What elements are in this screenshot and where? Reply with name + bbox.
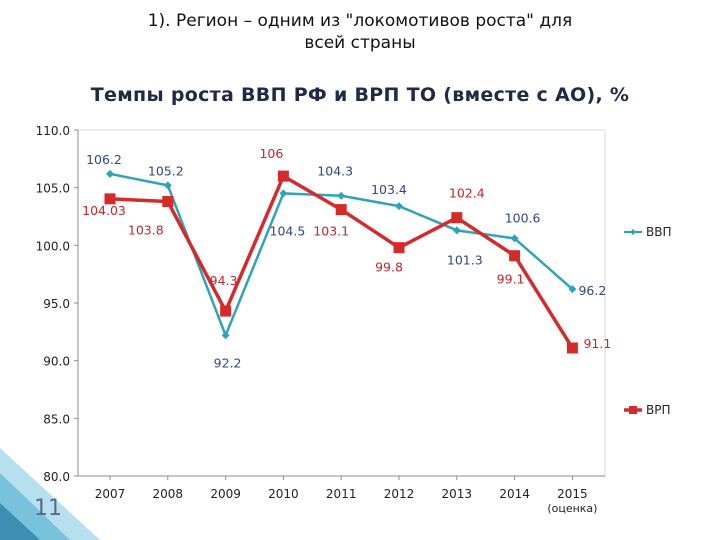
data-label-ВВП-2010: 104.5 — [270, 223, 306, 238]
data-point-ВВП-2015 — [568, 285, 577, 294]
data-label-ВВП-2011: 104.3 — [317, 164, 353, 179]
data-point-ВВП-2013 — [452, 226, 461, 235]
y-tick-label: 100.0 — [36, 239, 70, 253]
data-point-ВВП-2008 — [163, 181, 172, 190]
corner-decoration — [0, 448, 100, 540]
data-label-ВРП-2012: 99.8 — [375, 260, 403, 275]
data-point-ВРП-2009 — [220, 305, 232, 317]
data-label-ВРП-2014: 99.1 — [497, 272, 525, 287]
data-label-ВВП-2014: 100.6 — [505, 210, 541, 225]
data-label-ВВП-2012: 103.4 — [371, 182, 407, 197]
data-point-ВВП-2014 — [510, 234, 519, 243]
y-tick-label: 105.0 — [36, 182, 70, 196]
data-label-ВРП-2010: 106 — [259, 146, 283, 161]
data-point-ВРП-2015 — [566, 342, 578, 354]
legend-marker-ВВП — [630, 229, 636, 235]
y-tick-label: 95.0 — [43, 297, 70, 311]
x-tick-label: 2013 — [442, 487, 473, 501]
data-label-ВРП-2009: 94.3 — [210, 273, 238, 288]
data-label-ВРП-2008: 103.8 — [128, 223, 164, 238]
data-point-ВРП-2012 — [393, 242, 405, 254]
y-tick-label: 80.0 — [43, 470, 70, 484]
data-point-ВВП-2007 — [106, 169, 114, 178]
data-point-ВВП-2012 — [395, 202, 403, 211]
x-tick-label: 2011 — [326, 487, 357, 501]
data-point-ВРП-2011 — [335, 204, 347, 216]
legend-marker-ВРП — [629, 406, 637, 414]
x-tick-label: 2007 — [95, 487, 126, 501]
data-point-ВВП-2010 — [279, 189, 288, 198]
x-tick-note: (оценка) — [547, 502, 597, 515]
data-label-ВРП-2013: 102.4 — [449, 186, 485, 201]
data-label-ВРП-2015: 91.1 — [583, 336, 611, 351]
slide-number: 11 — [34, 496, 62, 521]
x-tick-label: 2012 — [384, 487, 415, 501]
data-point-ВРП-2008 — [162, 196, 174, 208]
y-tick-label: 90.0 — [43, 355, 70, 369]
y-tick-label: 110.0 — [36, 124, 70, 138]
legend-label-ВВП: ВВП — [646, 225, 672, 239]
series-lines — [104, 169, 578, 354]
slide-heading: 1). Регион – одним из "локомотивов роста… — [0, 10, 720, 54]
data-label-ВВП-2015: 96.2 — [578, 283, 606, 298]
x-tick-label: 2015 — [557, 487, 588, 501]
data-point-ВРП-2007 — [104, 193, 116, 205]
data-label-ВВП-2007: 106.2 — [86, 152, 122, 167]
data-point-ВРП-2013 — [451, 212, 463, 224]
data-point-ВВП-2009 — [221, 331, 230, 340]
data-point-ВВП-2011 — [337, 191, 346, 200]
data-label-ВВП-2008: 105.2 — [148, 163, 184, 178]
heading-line-2: всей страны — [304, 33, 416, 53]
legend-label-ВРП: ВРП — [646, 403, 671, 417]
data-point-ВРП-2010 — [277, 170, 289, 182]
x-tick-label: 2014 — [499, 487, 530, 501]
series-line-ВРП — [109, 174, 574, 349]
data-label-ВВП-2009: 92.2 — [214, 355, 242, 370]
data-label-ВРП-2007: 104.03 — [82, 203, 126, 218]
data-label-ВРП-2011: 103.1 — [313, 224, 349, 239]
plot-area — [77, 129, 606, 477]
x-tick-label: 2009 — [210, 487, 241, 501]
heading-line-1: 1). Регион – одним из "локомотивов роста… — [147, 11, 573, 31]
chart-legend: ВВП ВРП — [624, 225, 672, 417]
series-labels: 106.2 105.2 92.2 104.5 104.3 103.4 101.3 100.6 9… — [82, 146, 611, 370]
data-label-ВВП-2013: 101.3 — [447, 252, 483, 267]
chart-axes: 80.0 85.0 90.0 95.0 100.0 105.0 110.0 2007 2008 2… — [36, 124, 606, 515]
y-tick-label: 85.0 — [43, 412, 70, 426]
x-tick-label: 2010 — [268, 487, 299, 501]
x-tick-label: 2008 — [153, 487, 184, 501]
data-point-ВРП-2014 — [509, 250, 521, 262]
chart-title: Темпы роста ВВП РФ и ВРП ТО (вместе с АО… — [90, 84, 630, 106]
